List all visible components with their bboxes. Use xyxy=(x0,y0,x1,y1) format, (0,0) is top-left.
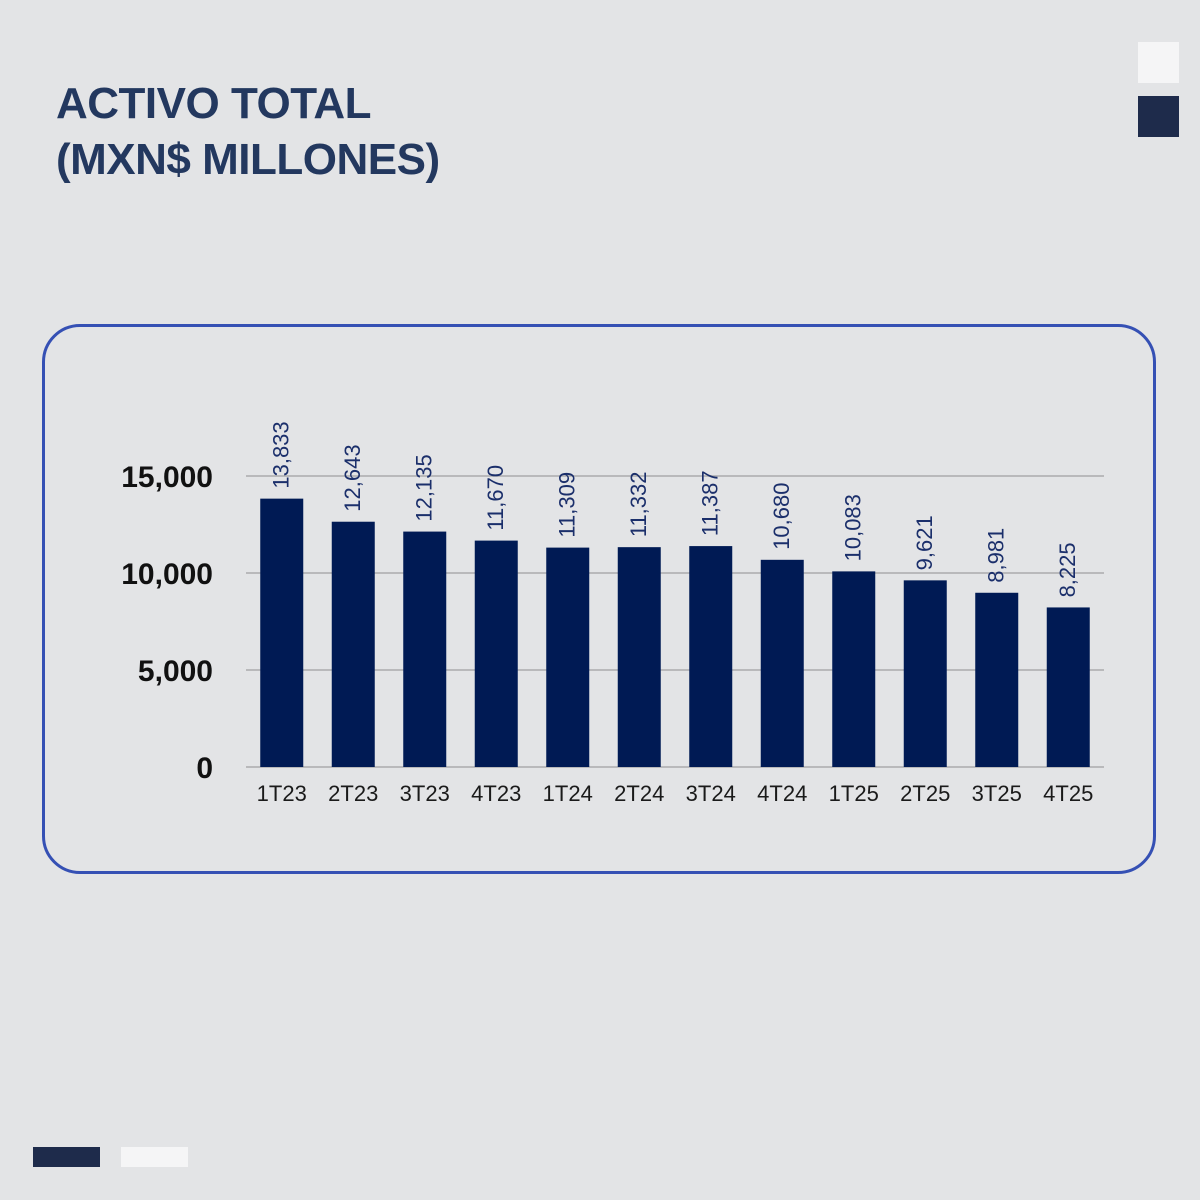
bar xyxy=(903,580,947,767)
gridlines xyxy=(246,475,1104,768)
chart-title: ACTIVO TOTAL (MXN$ MILLONES) xyxy=(56,76,440,188)
x-axis-ticks: 1T23 2T23 3T23 4T23 1T24 2T24 3T24 4T24 1T25 2T25… xyxy=(257,781,1094,806)
bar xyxy=(331,521,375,767)
bars xyxy=(260,498,1090,767)
data-label: 12,643 xyxy=(340,444,365,511)
x-tick-label: 2T25 xyxy=(900,781,950,806)
x-tick-label: 2T24 xyxy=(614,781,664,806)
bar xyxy=(260,498,304,767)
data-labels: 13,833 12,643 12,135 11,670 11,309 11,332 11,3… xyxy=(269,421,1081,597)
chart-frame xyxy=(42,324,1156,874)
bar xyxy=(689,546,733,767)
data-label: 11,332 xyxy=(626,472,651,538)
y-tick-label: 10,000 xyxy=(121,558,213,591)
data-label: 13,833 xyxy=(269,421,294,488)
data-label: 10,083 xyxy=(841,494,866,561)
bar xyxy=(832,571,876,767)
x-tick-label: 1T25 xyxy=(829,781,879,806)
x-tick-label: 3T25 xyxy=(972,781,1022,806)
bar xyxy=(403,531,447,767)
chart-title-line-2: (MXN$ MILLONES) xyxy=(56,135,440,184)
x-tick-label: 1T24 xyxy=(543,781,593,806)
bar xyxy=(975,592,1019,767)
bar xyxy=(474,540,518,767)
x-tick-label: 1T23 xyxy=(257,781,307,806)
data-label: 9,621 xyxy=(912,515,937,570)
data-label: 11,387 xyxy=(698,470,723,536)
x-tick-label: 4T24 xyxy=(757,781,807,806)
data-label: 10,680 xyxy=(769,483,794,550)
data-label: 11,309 xyxy=(555,472,580,538)
bar xyxy=(1046,607,1090,767)
data-label: 12,135 xyxy=(412,454,437,521)
y-tick-label: 5,000 xyxy=(138,655,213,688)
bar xyxy=(617,547,661,767)
x-tick-label: 4T25 xyxy=(1043,781,1093,806)
y-tick-label: 15,000 xyxy=(121,461,213,494)
data-label: 8,225 xyxy=(1055,542,1080,597)
chart-title-line-1: ACTIVO TOTAL xyxy=(56,79,372,128)
x-tick-label: 2T23 xyxy=(328,781,378,806)
y-tick-label: 0 xyxy=(196,752,213,785)
x-tick-label: 3T23 xyxy=(400,781,450,806)
decorative-square-light xyxy=(1138,42,1179,83)
x-tick-label: 3T24 xyxy=(686,781,736,806)
x-tick-label: 4T23 xyxy=(471,781,521,806)
bar xyxy=(546,547,590,767)
bar xyxy=(760,559,804,767)
y-axis-ticks: 0 5,000 10,000 15,000 xyxy=(121,461,213,785)
decorative-square-dark xyxy=(1138,96,1179,137)
data-label: 11,670 xyxy=(483,465,508,531)
decorative-bar-dark xyxy=(33,1147,100,1167)
data-label: 8,981 xyxy=(984,528,1009,583)
decorative-bar-light xyxy=(121,1147,188,1167)
